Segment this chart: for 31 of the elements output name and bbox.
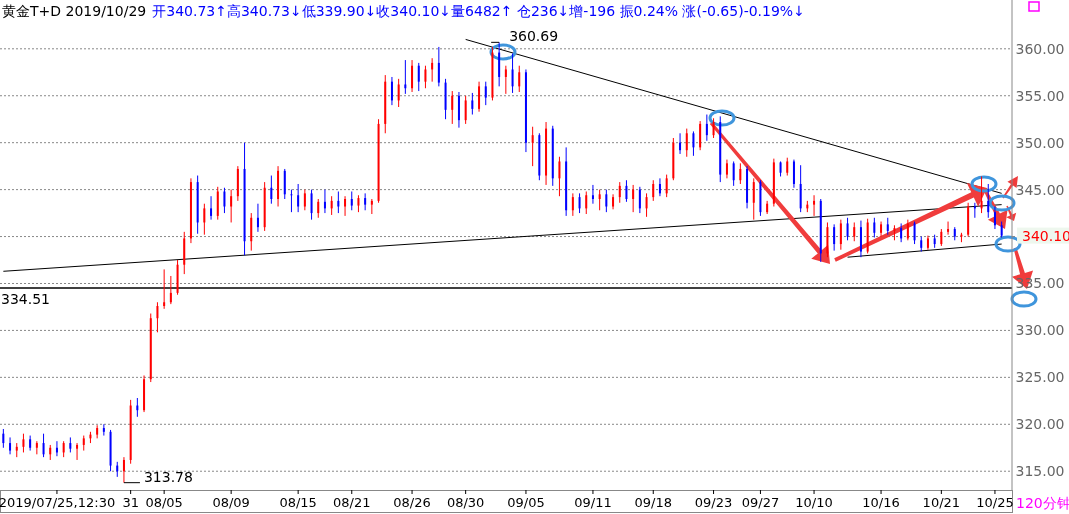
x-tick-label: 2019/07/25,12:30 xyxy=(0,495,116,510)
x-tick-label: 09/05 xyxy=(507,495,545,510)
x-tick-label: 08/09 xyxy=(212,495,250,510)
y-tick-label: 355.00 xyxy=(1015,87,1065,104)
x-tick-label: 08/26 xyxy=(393,495,431,510)
x-tick-label: 08/30 xyxy=(446,495,485,510)
y-tick-label: 350.00 xyxy=(1015,134,1065,151)
chart-title: 黄金T+D 2019/10/29 xyxy=(2,3,147,19)
y-tick-label: 325.00 xyxy=(1015,369,1065,386)
y-tick-label: 345.00 xyxy=(1015,181,1065,198)
y-tick-label: 320.00 xyxy=(1015,416,1065,433)
x-tick-label: 08/21 xyxy=(333,495,371,510)
x-tick-label: 09/18 xyxy=(634,495,672,510)
x-tick-label: 08/15 xyxy=(279,495,317,510)
ref-line-label: 334.51 xyxy=(1,291,50,308)
y-tick-label: 330.00 xyxy=(1015,322,1065,339)
annotation: 360.69 xyxy=(509,28,559,45)
x-tick-label: 10/25 xyxy=(976,495,1014,510)
x-tick-label: 10/21 xyxy=(922,495,961,510)
x-tick-label: 08/05 xyxy=(145,495,183,510)
y-tick-label: 360.00 xyxy=(1015,40,1065,57)
text: 120分钟 xyxy=(1016,495,1069,511)
x-tick-label: 10/10 xyxy=(795,495,833,510)
y-tick-label: 315.00 xyxy=(1015,463,1065,480)
x-tick-label: 10/16 xyxy=(862,495,900,510)
x-tick-label: 09/23 xyxy=(694,495,733,510)
x-tick-label: 31 xyxy=(122,495,139,510)
chart-subtitle: 开340.73↑高340.73↓低339.90↓收340.10↓量6482↑ 仓236↓增-196 振0.24% 涨(-0.65)-0.19%↓ xyxy=(152,3,805,19)
x-tick-label: 09/11 xyxy=(574,495,612,510)
x-tick-label: 09/27 xyxy=(741,495,780,510)
annotation: 313.78 xyxy=(143,468,193,485)
